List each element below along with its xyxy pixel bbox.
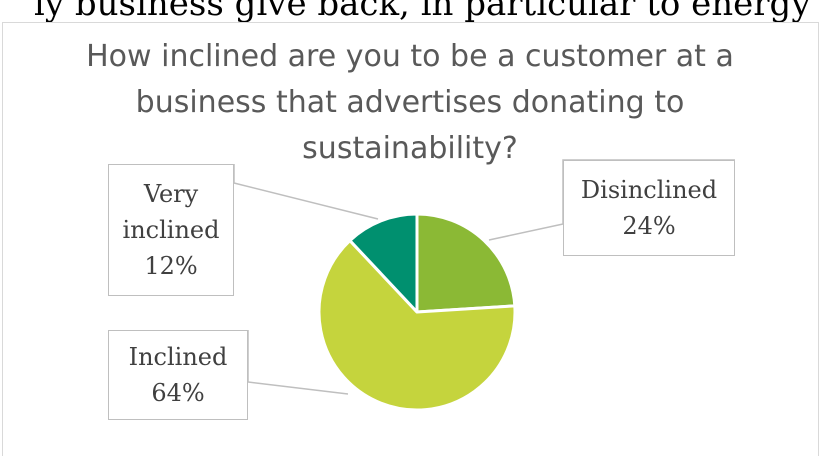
data-label-disinclined-name: Disinclined	[580, 176, 718, 204]
cut-off-text-line: ly business give back, in particular to …	[34, 0, 811, 24]
pie-slice-disinclined[interactable]	[415, 212, 517, 314]
data-label-inclined-name: Inclined	[128, 343, 228, 371]
pie-slice-very-inclined[interactable]	[348, 212, 419, 314]
chart-title: How inclined are you to be a customer at…	[86, 39, 734, 166]
pie-slice-inclined[interactable]	[317, 239, 517, 412]
data-label-inclined-percent: 64%	[151, 379, 205, 407]
data-label-inclined[interactable]: Inclined 64%	[108, 330, 248, 420]
data-label-very-inclined[interactable]: Very inclined 12%	[108, 164, 234, 296]
data-label-very-inclined-name-line2: inclined	[122, 216, 220, 244]
data-label-disinclined-percent: 24%	[622, 212, 676, 240]
leader-line-inclined	[247, 330, 349, 395]
data-label-very-inclined-percent: 12%	[144, 252, 198, 280]
data-label-disinclined[interactable]: Disinclined 24%	[563, 160, 735, 256]
data-label-very-inclined-name-line1: Very	[143, 180, 199, 208]
pie-slices	[317, 212, 517, 412]
leader-line-very-inclined	[233, 164, 379, 220]
